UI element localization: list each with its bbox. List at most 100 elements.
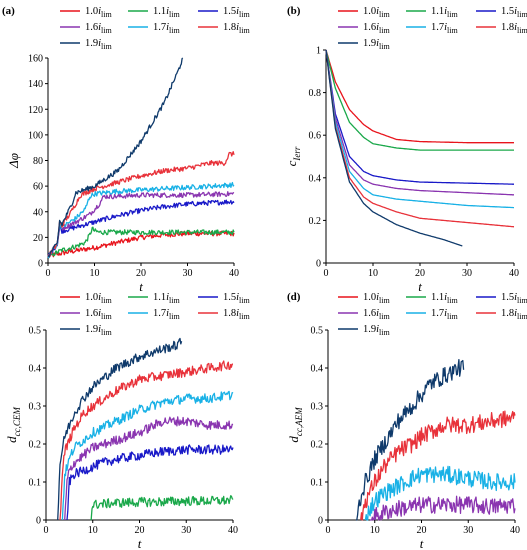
legend-label: 1.5ilim bbox=[501, 292, 527, 305]
legend-label-num: 1.9 bbox=[85, 38, 98, 49]
legend-label-num: 1.9 bbox=[363, 324, 376, 335]
legend-label-sub: lim bbox=[379, 296, 390, 305]
y-tick-label: 0 bbox=[316, 259, 321, 270]
series-line-1-7i-lim bbox=[47, 181, 235, 259]
legend-label-sub: lim bbox=[169, 26, 180, 35]
y-tick-label: 1 bbox=[316, 46, 321, 57]
legend-label-sub: lim bbox=[447, 26, 458, 35]
y-tick-label: 0.6 bbox=[309, 131, 322, 142]
x-tick-label: 30 bbox=[462, 268, 472, 279]
y-tick-label: 0 bbox=[36, 516, 41, 527]
x-tick-label: 20 bbox=[417, 525, 427, 536]
legend-label-num: 1.9 bbox=[85, 324, 98, 335]
x-tick-label: 30 bbox=[463, 525, 473, 536]
y-tick-label: 0.3 bbox=[311, 402, 324, 413]
y-tick-label: 0.4 bbox=[311, 364, 324, 375]
legend-label-i: i bbox=[444, 308, 447, 319]
legend-label-sub: lim bbox=[239, 296, 250, 305]
legend-label-num: 1.8 bbox=[501, 308, 514, 319]
legend-label: 1.9ilim bbox=[85, 324, 112, 337]
x-tick-label: 40 bbox=[229, 268, 239, 279]
y-tick-label: 40 bbox=[33, 207, 43, 218]
legend-label-num: 1.5 bbox=[501, 292, 514, 303]
legend-label-i: i bbox=[236, 6, 239, 17]
legend-label: 1.5ilim bbox=[501, 6, 527, 19]
series-line-1-9i-lim bbox=[47, 57, 184, 258]
legend-label: 1.7ilim bbox=[431, 308, 458, 321]
legend-label-i: i bbox=[514, 292, 517, 303]
x-tick-label: 0 bbox=[324, 268, 329, 279]
y-tick-label: 0.8 bbox=[309, 88, 322, 99]
series-line-1-5i-lim bbox=[325, 49, 514, 185]
legend-label: 1.5ilim bbox=[223, 6, 250, 19]
x-tick-label: 0 bbox=[46, 268, 51, 279]
legend-label: 1.8ilim bbox=[501, 22, 527, 35]
y-axis-label-main: d bbox=[4, 436, 19, 443]
legend-label-num: 1.0 bbox=[85, 292, 98, 303]
x-tick-label: 10 bbox=[88, 525, 98, 536]
legend-label-num: 1.9 bbox=[363, 38, 376, 49]
legend-label-i: i bbox=[236, 292, 239, 303]
legend-label-sub: lim bbox=[379, 10, 390, 19]
y-tick-label: 80 bbox=[33, 156, 43, 167]
y-tick-label: 0.4 bbox=[309, 173, 322, 184]
legend-label-sub: lim bbox=[379, 328, 390, 337]
series-line-1-1i-lim bbox=[47, 226, 235, 258]
series-line-1-0i-lim bbox=[47, 230, 235, 258]
legend-label-sub: lim bbox=[447, 10, 458, 19]
legend-label-i: i bbox=[98, 308, 101, 319]
x-tick-label: 10 bbox=[90, 268, 100, 279]
legend-label-sub: lim bbox=[101, 312, 112, 321]
legend-label: 1.1ilim bbox=[431, 292, 458, 305]
y-tick-label: 0.4 bbox=[29, 364, 42, 375]
series-line-1-5i-lim bbox=[66, 444, 234, 521]
legend-label: 1.6ilim bbox=[85, 22, 112, 35]
legend-label: 1.8ilim bbox=[223, 308, 250, 321]
legend-label: 1.7ilim bbox=[431, 22, 458, 35]
legend-label-i: i bbox=[98, 6, 101, 17]
panel-label: (b) bbox=[287, 5, 301, 17]
legend-label-num: 1.7 bbox=[431, 308, 444, 319]
legend-label-sub: lim bbox=[101, 10, 112, 19]
legend-label-sub: lim bbox=[379, 312, 390, 321]
legend-label: 1.7ilim bbox=[153, 308, 180, 321]
legend-label: 1.0ilim bbox=[85, 6, 112, 19]
legend-label: 1.1ilim bbox=[153, 6, 180, 19]
legend-label: 1.0ilim bbox=[363, 292, 390, 305]
series-line-1-8i-lim bbox=[360, 410, 516, 521]
x-tick-label: 20 bbox=[415, 268, 425, 279]
chart-panel-2: (c)0 10 20 30 4000.10.20.30.40.5tdcc,CEM1.0i… bbox=[2, 291, 250, 550]
panel-label: (a) bbox=[2, 5, 15, 17]
series-line-1-0i-lim bbox=[325, 49, 514, 144]
panel-label: (c) bbox=[2, 291, 15, 303]
series-line-1-8i-lim bbox=[325, 49, 515, 228]
legend-label-i: i bbox=[444, 292, 447, 303]
y-tick-label: 0.2 bbox=[311, 440, 324, 451]
legend-label-num: 1.6 bbox=[85, 308, 98, 319]
legend-label-i: i bbox=[166, 292, 169, 303]
legend-label-i: i bbox=[514, 22, 517, 33]
legend-label-sub: lim bbox=[169, 312, 180, 321]
series-line-1-8i-lim bbox=[47, 151, 235, 258]
legend-label-sub: lim bbox=[447, 312, 458, 321]
legend-label-num: 1.5 bbox=[223, 6, 236, 17]
legend-label-num: 1.0 bbox=[363, 292, 376, 303]
legend-label: 1.6ilim bbox=[363, 308, 390, 321]
y-tick-label: 100 bbox=[28, 130, 43, 141]
legend-label-num: 1.7 bbox=[431, 22, 444, 33]
x-tick-label: 20 bbox=[136, 268, 146, 279]
legend-label-sub: lim bbox=[239, 26, 250, 35]
legend-label-sub: lim bbox=[517, 312, 527, 321]
legend-label: 1.6ilim bbox=[85, 308, 112, 321]
legend-label-i: i bbox=[514, 6, 517, 17]
legend-label-i: i bbox=[376, 6, 379, 17]
y-axis-label-sub: cc,CEM bbox=[12, 407, 22, 437]
y-tick-label: 0.1 bbox=[311, 478, 324, 489]
x-tick-label: 0 bbox=[44, 525, 49, 536]
series-line-1-7i-lim bbox=[61, 390, 234, 521]
legend-label-num: 1.5 bbox=[501, 6, 514, 17]
y-axis-label-main: d bbox=[286, 436, 301, 443]
legend-label-i: i bbox=[514, 308, 517, 319]
legend-label-i: i bbox=[166, 6, 169, 17]
y-tick-label: 0.5 bbox=[29, 326, 42, 337]
